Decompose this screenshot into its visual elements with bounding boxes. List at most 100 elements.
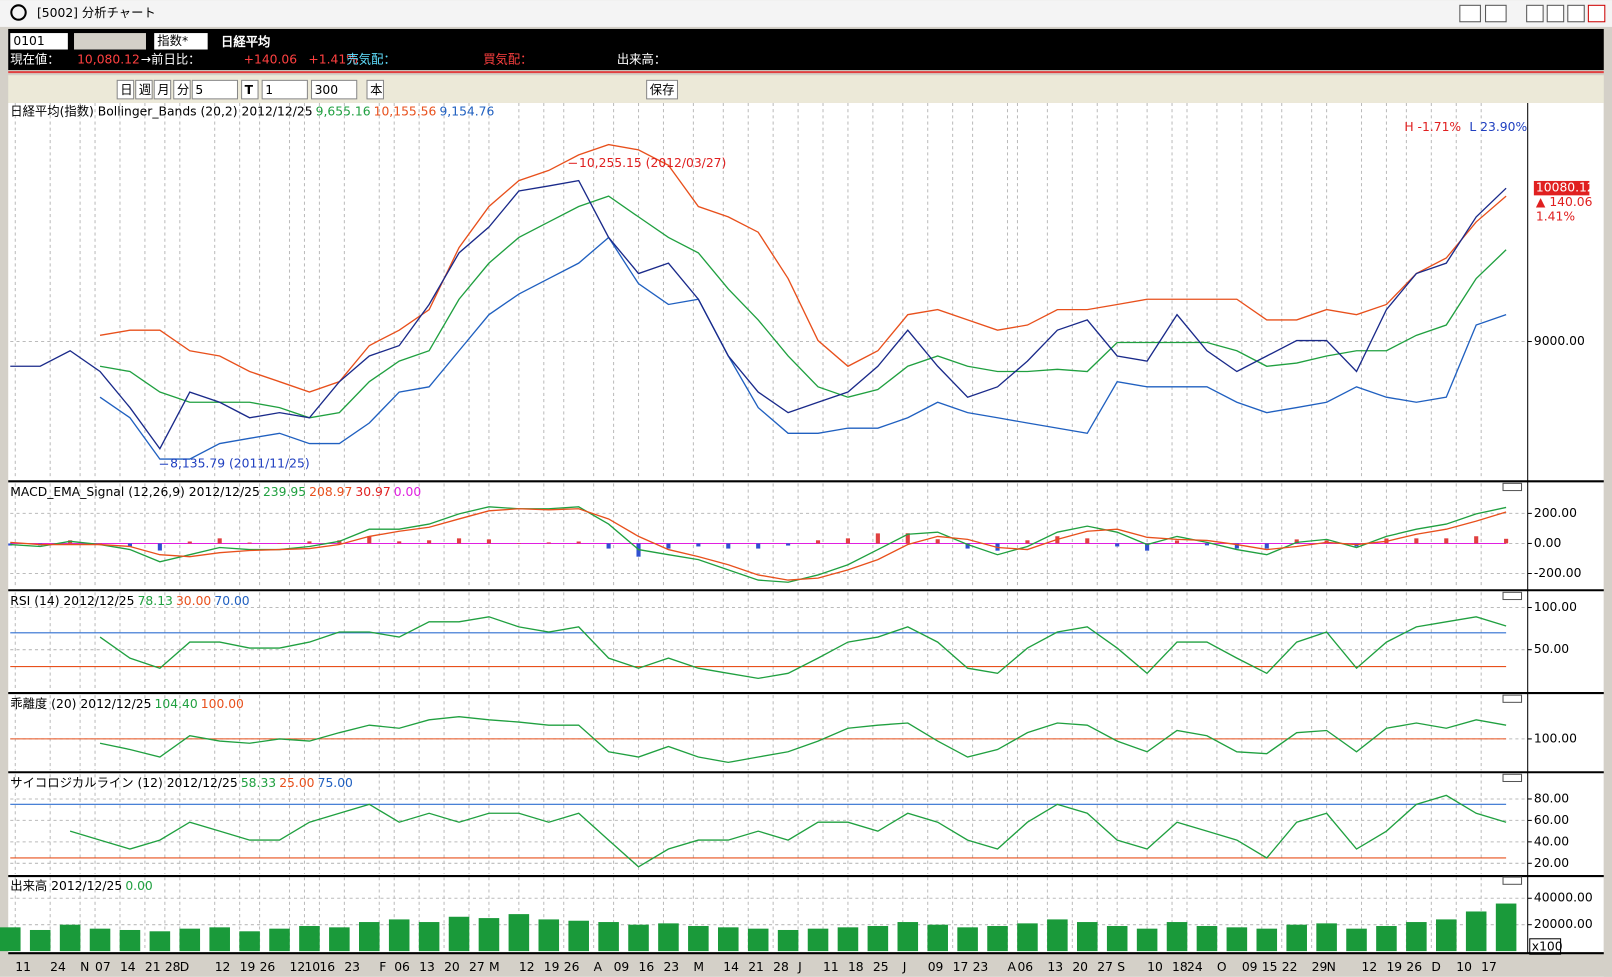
panel-header: 10,155.56 — [374, 105, 437, 119]
x-tick-label: O — [1217, 960, 1227, 974]
panel-controls[interactable] — [1502, 591, 1523, 601]
x-tick-label: 19 — [1386, 960, 1402, 974]
bar — [696, 543, 701, 547]
series-line — [99, 236, 1507, 460]
x-tick-label: F — [379, 960, 386, 974]
bar — [606, 543, 611, 549]
toolbar-button[interactable] — [173, 79, 191, 100]
bar — [935, 539, 940, 544]
bar — [1346, 928, 1367, 952]
bar — [927, 924, 948, 952]
window-title: [5002] 分析チャート — [37, 6, 156, 20]
button[interactable] — [1459, 4, 1481, 23]
annotation: 10,255.15 (2012/03/27) — [579, 156, 726, 170]
x-tick-label: 26 — [260, 960, 276, 974]
y-tick-label: 50.00 — [1534, 642, 1569, 656]
bar — [1145, 543, 1150, 551]
toolbar-label: 300 — [315, 83, 339, 97]
y-tick-label: -200.00 — [1534, 566, 1582, 580]
tool-buttons[interactable] — [74, 33, 146, 50]
bar — [1414, 538, 1419, 544]
panel-controls[interactable] — [1502, 482, 1523, 492]
prev-label: →前日比： — [141, 51, 201, 66]
toolbar-button[interactable] — [646, 79, 679, 100]
panel-header: サイコロジカルライン (12) 2012/12/25 — [10, 776, 237, 790]
panel-controls[interactable] — [1502, 773, 1523, 783]
bar — [1174, 540, 1180, 544]
bar — [358, 922, 380, 952]
bar — [658, 923, 679, 952]
x-tick-label: 09 — [1242, 960, 1258, 974]
x-tick-label: 19 — [544, 960, 560, 974]
bar — [1196, 926, 1218, 952]
panel-header: 58.33 — [241, 776, 276, 790]
bar — [1294, 539, 1299, 544]
toolbar-button[interactable] — [261, 79, 308, 100]
bar — [1226, 927, 1248, 952]
panel-header: 日経平均(指数) Bollinger_Bands (20,2) 2012/12/… — [10, 104, 312, 119]
bid-label: 買気配： — [483, 51, 532, 66]
bar — [1316, 923, 1337, 952]
x-tick-label: 29 — [1312, 960, 1328, 974]
panel-header: 9,154.76 — [439, 105, 494, 119]
change-pct: +1.41% — [308, 52, 358, 66]
bar — [397, 541, 402, 544]
y-tick-label: 0.00 — [1534, 536, 1562, 550]
button[interactable] — [1546, 4, 1565, 23]
toolbar-button[interactable] — [153, 79, 172, 100]
y-tick-label: 20000.00 — [1534, 917, 1593, 931]
toolbar-button[interactable] — [116, 79, 135, 100]
bar — [299, 926, 320, 952]
bar — [516, 543, 521, 544]
toolbar-button[interactable] — [135, 79, 153, 100]
index-select[interactable] — [154, 33, 208, 50]
bar — [0, 927, 21, 952]
x-tick-label: 18 — [848, 960, 864, 974]
close-button[interactable] — [1587, 4, 1606, 23]
bar — [1444, 538, 1449, 544]
bar — [179, 928, 201, 952]
bar — [149, 931, 171, 952]
bar — [598, 922, 619, 952]
bar — [815, 540, 821, 544]
x-tick-label: 11 — [823, 960, 839, 974]
toolbar-button[interactable] — [310, 79, 358, 100]
bar — [747, 928, 769, 952]
panel-controls[interactable] — [1502, 876, 1523, 885]
price-tag-pct: 1.41% — [1536, 209, 1575, 223]
toolbar-button[interactable] — [366, 79, 384, 100]
toolbar-label: 日 — [120, 83, 132, 97]
button[interactable] — [1567, 4, 1585, 23]
toolbar-button[interactable] — [241, 79, 259, 100]
panel-header: 78.13 — [138, 594, 173, 608]
code-input[interactable] — [10, 33, 68, 50]
bar — [486, 539, 492, 544]
window-buttons — [1459, 4, 1606, 23]
bar — [1115, 543, 1120, 547]
panel-header: 25.00 — [279, 776, 314, 790]
bar — [388, 919, 410, 952]
series-line — [99, 616, 1507, 680]
y-tick-label: 100.00 — [1534, 600, 1577, 614]
bar — [1047, 919, 1068, 952]
y-tick-label: 60.00 — [1534, 813, 1569, 827]
panel-header: 239.95 — [263, 485, 306, 499]
x-tick-label: 07 — [95, 960, 111, 974]
button[interactable] — [1485, 4, 1507, 23]
button[interactable] — [1526, 4, 1544, 23]
volume-label: 出来高： — [617, 51, 666, 66]
y-tick-label: 9000.00 — [1534, 334, 1585, 348]
bar — [777, 929, 799, 952]
toolbar-label: 1 — [265, 83, 273, 97]
x-tick-label: 21 — [145, 960, 161, 974]
toolbar-button[interactable] — [191, 79, 238, 100]
x-tick-label: 09 — [614, 960, 630, 974]
bar — [576, 541, 581, 544]
panel-controls[interactable] — [1502, 694, 1523, 703]
x-tick-label: 23 — [344, 960, 360, 974]
x-tick-label: M — [489, 960, 500, 974]
bar — [717, 927, 739, 952]
bar — [119, 929, 141, 952]
x-tick-label: 19 — [240, 960, 256, 974]
